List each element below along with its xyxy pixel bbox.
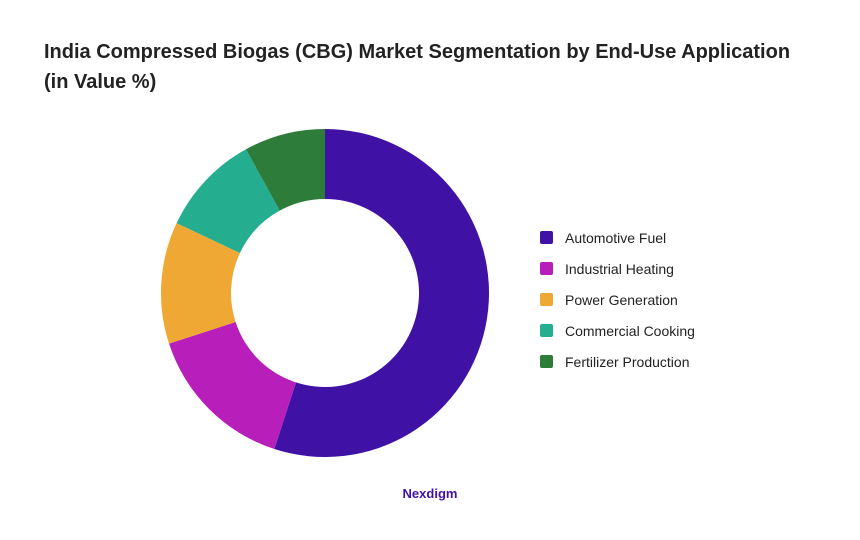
slice-automotive-fuel [274, 129, 490, 457]
legend-item-fertilizer-production: Fertilizer Production [540, 346, 695, 377]
slice-industrial-heating [169, 322, 296, 449]
legend-swatch [540, 231, 553, 244]
chart-title: India Compressed Biogas (CBG) Market Seg… [44, 41, 791, 93]
legend-item-commercial-cooking: Commercial Cooking [540, 315, 695, 346]
legend-label: Fertilizer Production [565, 353, 690, 370]
legend-label: Commercial Cooking [565, 322, 695, 339]
brand-label: Nexdigm [402, 486, 458, 501]
legend-item-power-generation: Power Generation [540, 284, 695, 315]
legend-item-automotive-fuel: Automotive Fuel [540, 222, 695, 253]
legend-label: Automotive Fuel [565, 229, 667, 246]
legend-swatch [540, 262, 553, 275]
legend-swatch [540, 355, 553, 368]
slice-commercial-cooking [176, 149, 280, 253]
legend-label: Power Generation [565, 291, 678, 308]
slice-fertilizer-production [245, 129, 325, 211]
chart-legend: Automotive Fuel Industrial Heating Power G… [540, 222, 695, 377]
donut-slices [161, 129, 490, 457]
legend-swatch [540, 324, 553, 337]
legend-swatch [540, 293, 553, 306]
legend-label: Industrial Heating [565, 260, 674, 277]
legend-item-industrial-heating: Industrial Heating [540, 253, 695, 284]
slice-power-generation [161, 223, 240, 344]
